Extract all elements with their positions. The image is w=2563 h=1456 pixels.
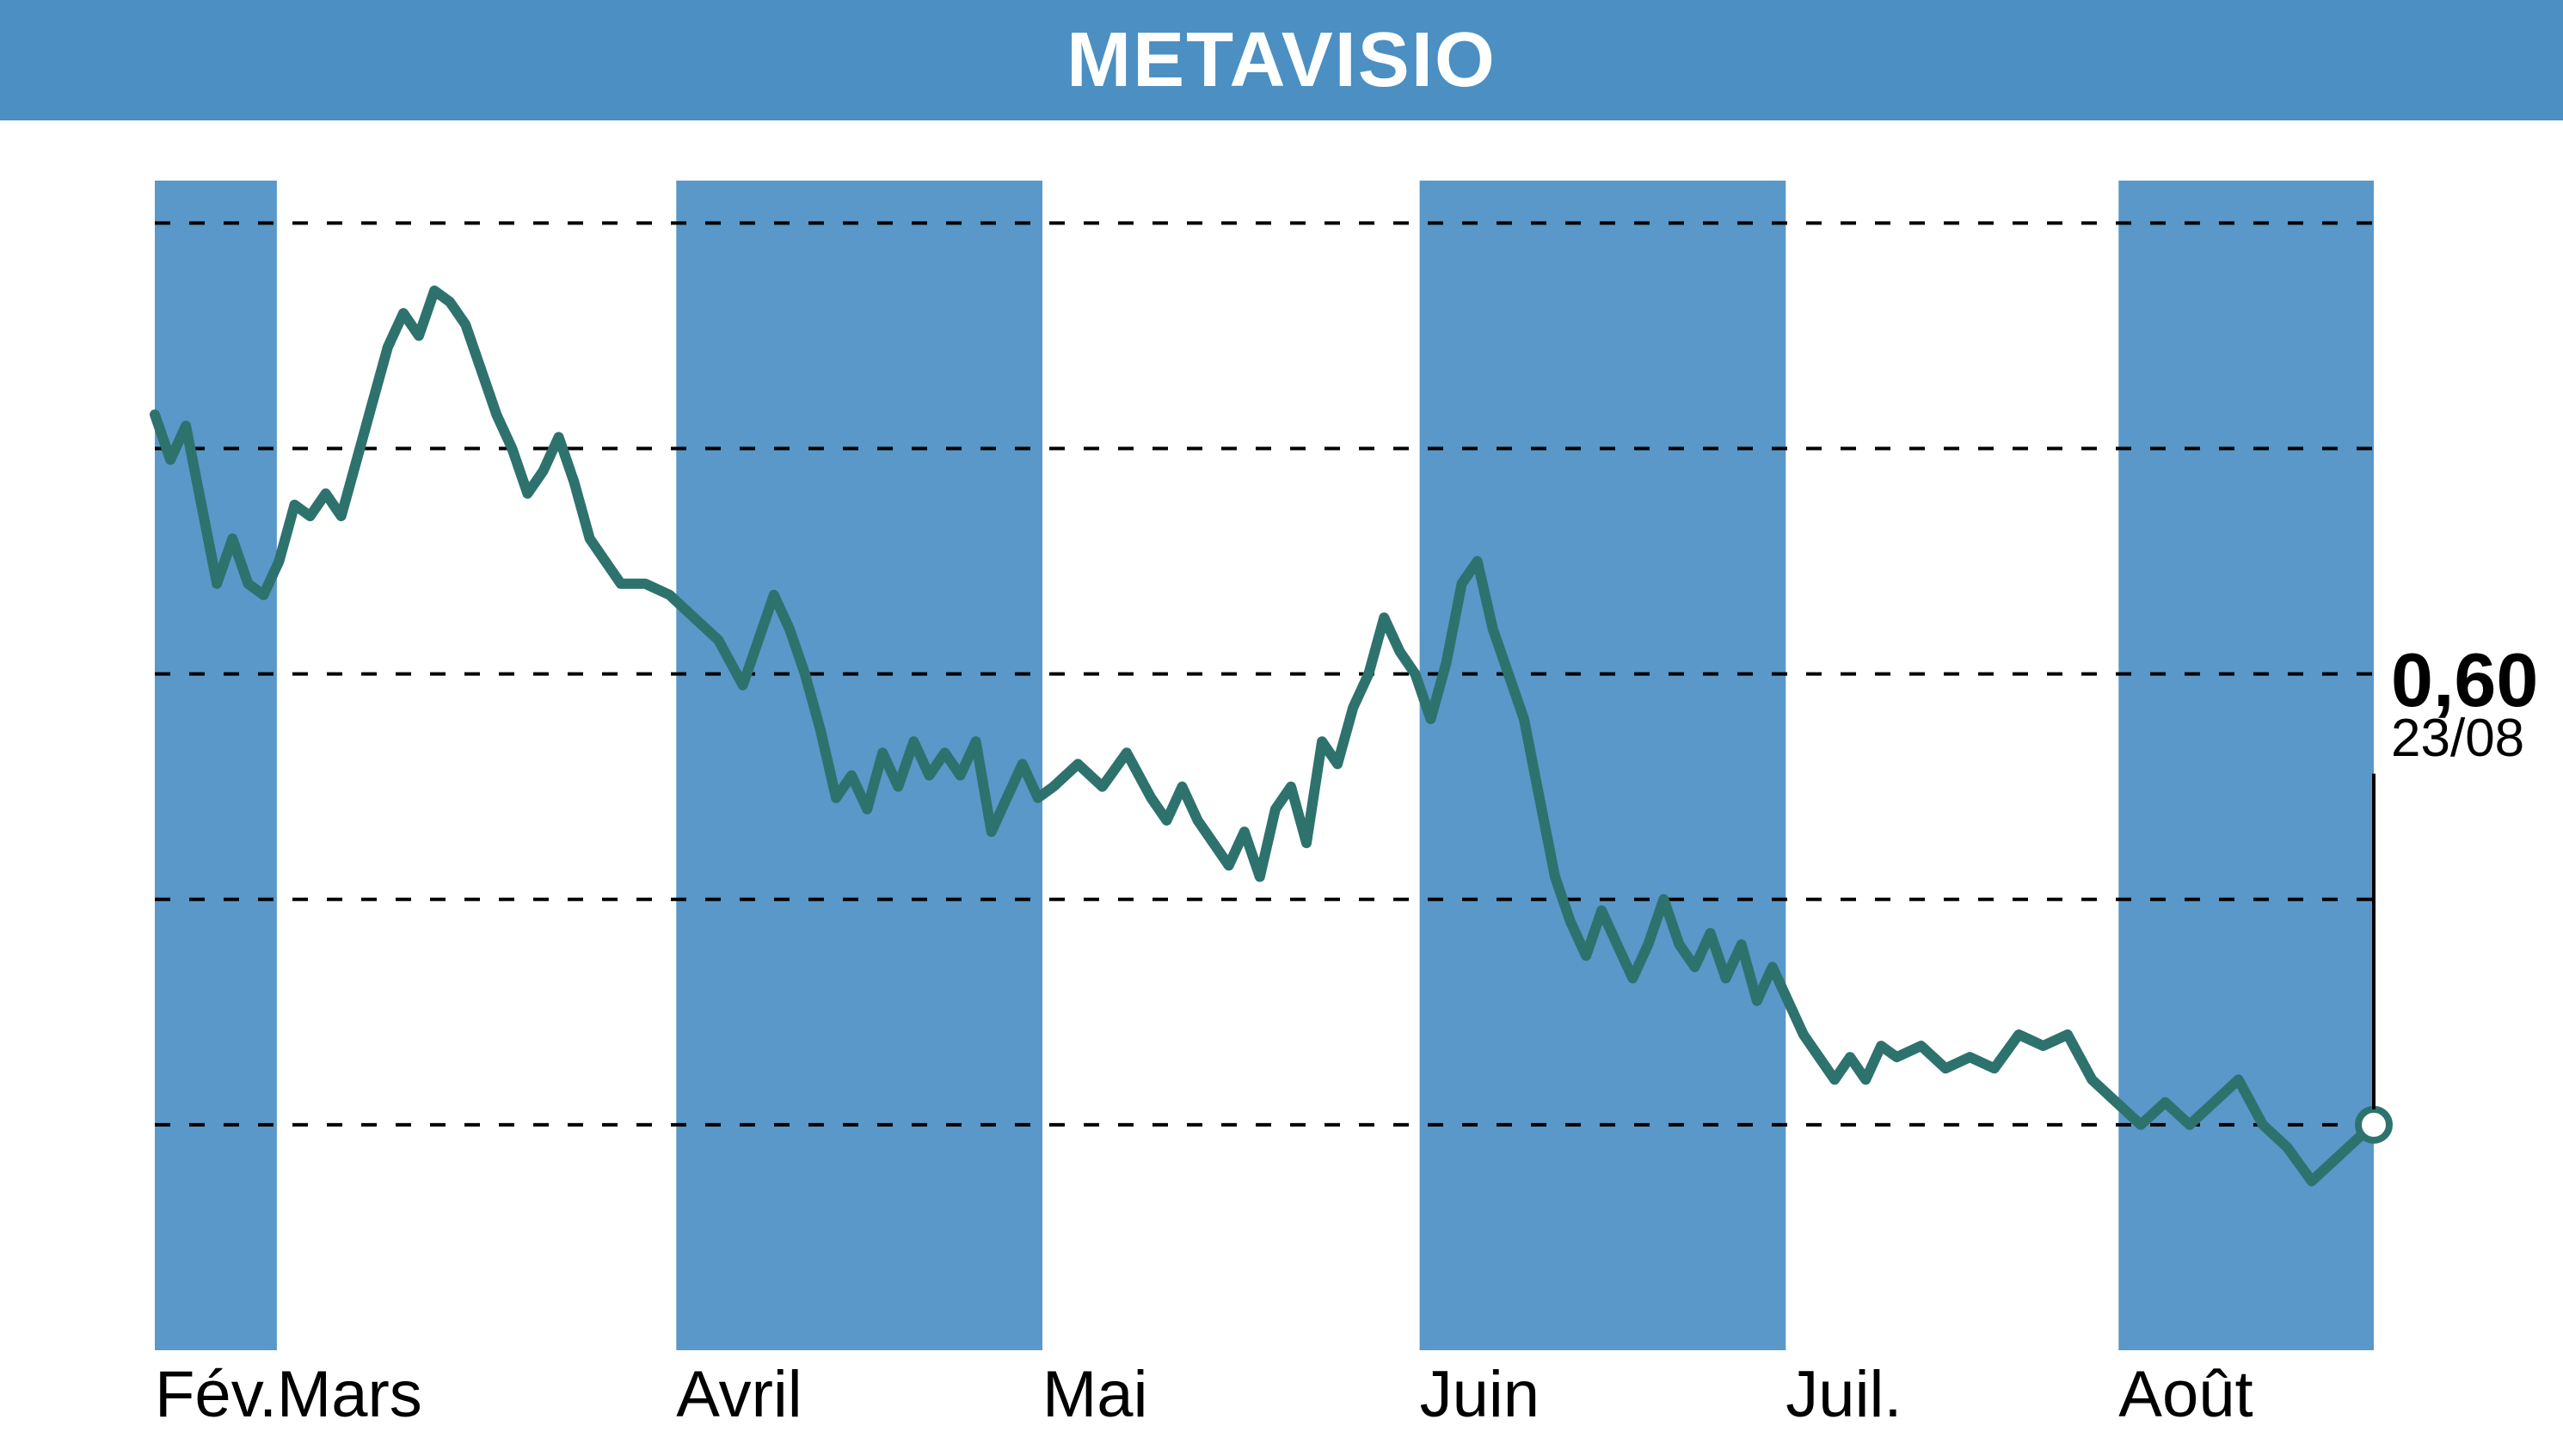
chart-svg: [0, 0, 2563, 1456]
chart-container: METAVISIO 0,400,600,8011,201,40 Fév.Mars…: [0, 0, 2563, 1456]
x-tick-label: Août: [2118, 1357, 2253, 1432]
annotation-date: 23/08: [2391, 708, 2524, 769]
price-line: [155, 291, 2374, 1181]
x-tick-label: Mars: [277, 1357, 422, 1432]
month-band: [676, 181, 1042, 1350]
month-band: [1420, 181, 1786, 1350]
month-band: [2118, 181, 2374, 1350]
x-tick-label: Juil.: [1785, 1357, 1902, 1432]
x-tick-label: Mai: [1042, 1357, 1147, 1432]
month-band: [155, 181, 277, 1350]
endpoint-marker: [2358, 1109, 2389, 1140]
x-tick-label: Fév.: [155, 1357, 277, 1432]
x-tick-label: Avril: [676, 1357, 802, 1432]
x-tick-label: Juin: [1420, 1357, 1540, 1432]
